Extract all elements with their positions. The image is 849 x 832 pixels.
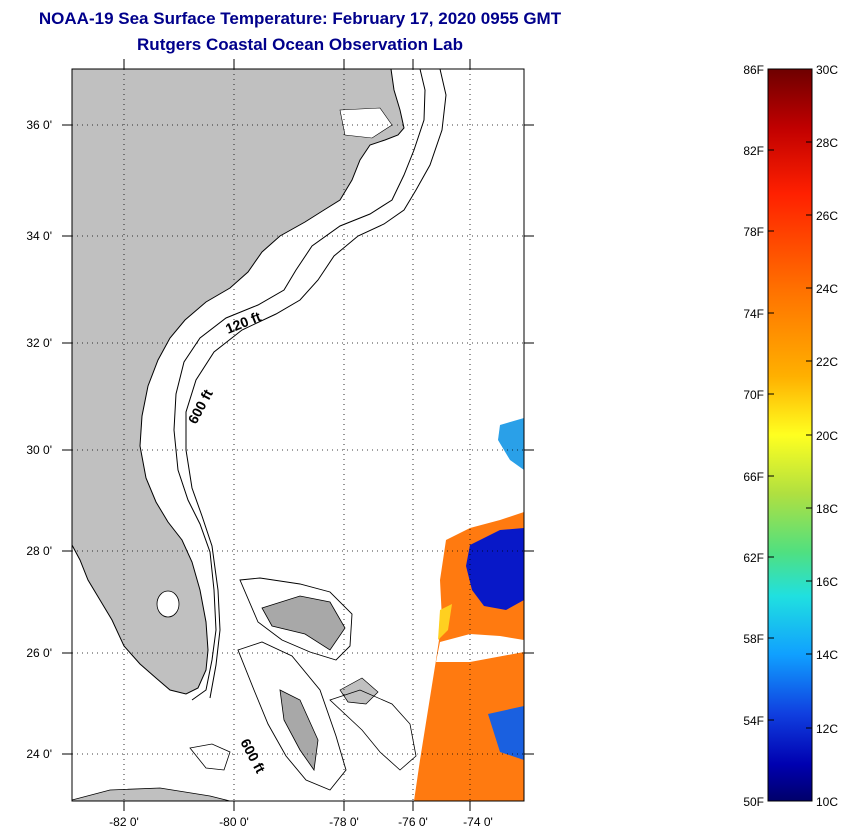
land-andros [279, 689, 319, 772]
sst-cold-patch [488, 706, 524, 760]
colorbar-c-label: 12C [816, 722, 838, 736]
graticule [72, 69, 524, 801]
lat-label: 30 0' [26, 443, 52, 457]
sst-yellow-edge [438, 604, 452, 640]
land-mainland [72, 69, 405, 695]
lon-label: -74 0' [463, 815, 493, 829]
contour-exumas [329, 689, 417, 771]
colorbar-f-label: 78F [743, 225, 764, 239]
lat-label: 32 0' [26, 336, 52, 350]
temperature-colorbar [767, 68, 813, 802]
land-cuba [72, 787, 231, 801]
sst-swath-north [498, 418, 524, 470]
colorbar-c-label: 28C [816, 136, 838, 150]
colorbar-f-label: 70F [743, 388, 764, 402]
colorbar-f-label: 86F [743, 63, 764, 77]
colorbar-f-label: 54F [743, 714, 764, 728]
colorbar-c-label: 14C [816, 648, 838, 662]
lon-label: -82 0' [109, 815, 139, 829]
map-title: NOAA-19 Sea Surface Temperature: Februar… [38, 9, 562, 28]
contour-cay-sal [189, 743, 231, 771]
colorbar-f-label: 82F [743, 144, 764, 158]
colorbar-f-label: 62F [743, 551, 764, 565]
lon-label: -78 0' [329, 815, 359, 829]
contour-label-120ft: 120 ft [223, 308, 263, 337]
lat-label: 26 0' [26, 646, 52, 660]
lon-label: -80 0' [219, 815, 249, 829]
lat-label: 24 0' [26, 747, 52, 761]
contour-120ft [173, 69, 426, 701]
colorbar-c-label: 26C [816, 209, 838, 223]
sst-cloud-gap [436, 634, 524, 662]
colorbar-f-label: 74F [743, 307, 764, 321]
sound-water [339, 107, 393, 139]
contour-great-bahama-bank [237, 641, 347, 791]
contour-600ft [185, 69, 447, 699]
colorbar-c-label: 20C [816, 429, 838, 443]
colorbar-f-label: 58F [743, 632, 764, 646]
contour-label-600ft: 600 ft [185, 386, 216, 426]
colorbar-f-label: 50F [743, 795, 764, 809]
colorbar-c-label: 30C [816, 63, 838, 77]
lat-label: 36 0' [26, 118, 52, 132]
map-frame [71, 68, 525, 802]
contour-bahamas-bank [239, 577, 353, 661]
colorbar-ticks [768, 141, 812, 729]
contour-label-600ft-south: 600 ft [237, 736, 268, 776]
land-eleuthera [339, 677, 379, 705]
axis-ticks [62, 59, 534, 811]
lat-label: 28 0' [26, 544, 52, 558]
sst-cold-eddy [466, 528, 524, 610]
lat-label: 34 0' [26, 229, 52, 243]
colorbar-c-label: 16C [816, 575, 838, 589]
land-bahamas-north [261, 595, 346, 651]
lake-okeechobee [156, 590, 180, 618]
colorbar-c-label: 22C [816, 355, 838, 369]
colorbar-f-label: 66F [743, 470, 764, 484]
colorbar-c-label: 10C [816, 795, 838, 809]
lon-label: -76 0' [398, 815, 428, 829]
colorbar-c-label: 18C [816, 502, 838, 516]
map-subtitle: Rutgers Coastal Ocean Observation Lab [137, 35, 463, 54]
colorbar-c-label: 24C [816, 282, 838, 296]
